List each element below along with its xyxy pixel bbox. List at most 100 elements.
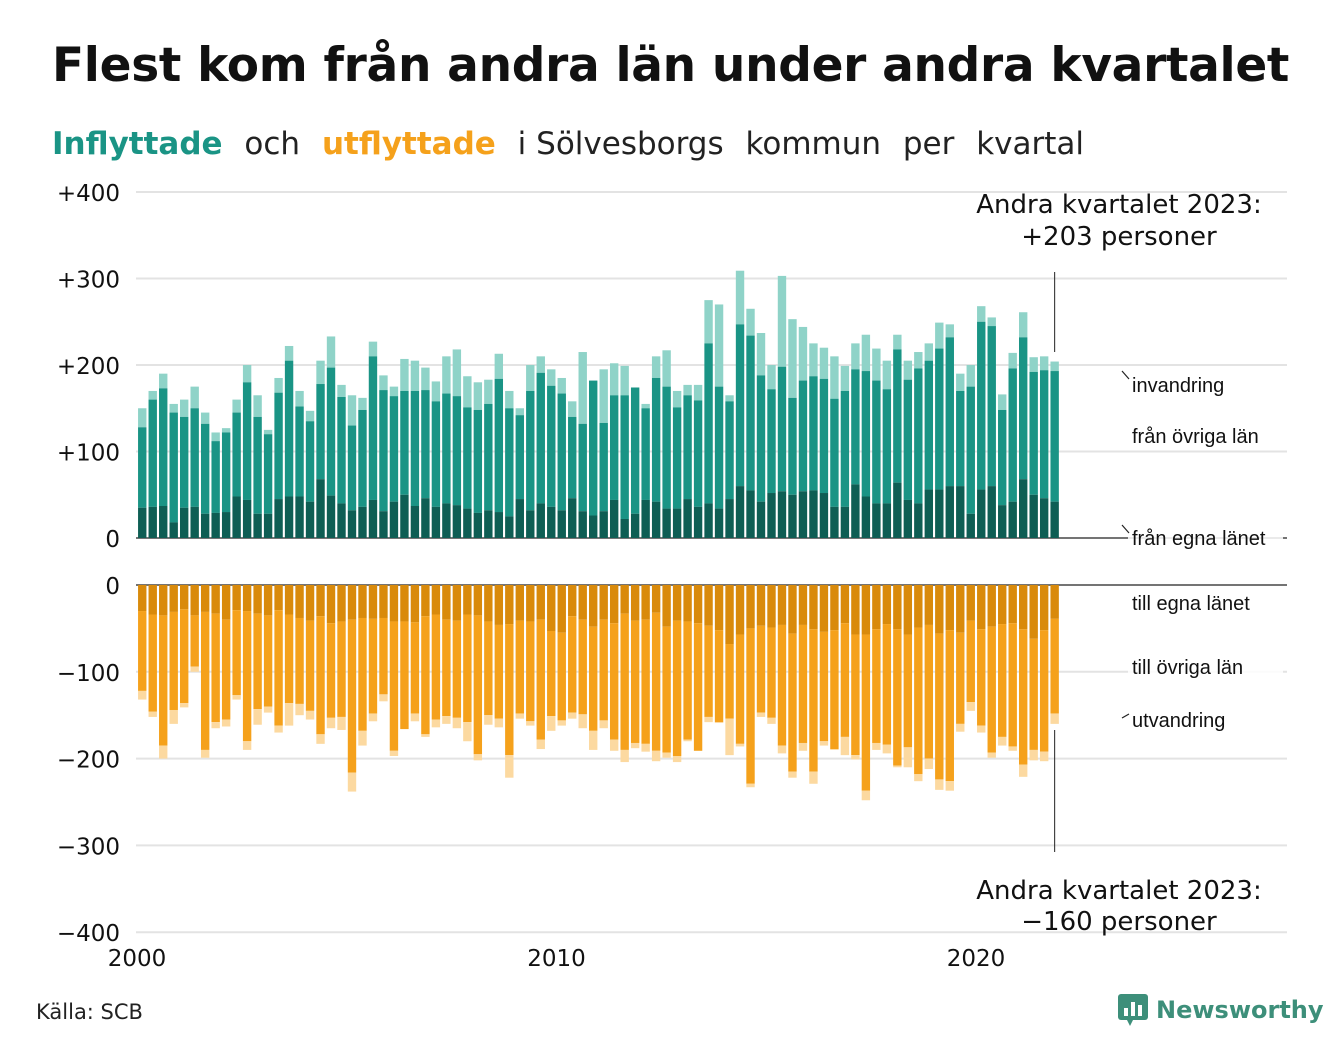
bar-out-own-county <box>914 585 923 628</box>
bar-in-other-counties <box>179 416 189 508</box>
bar-in-own-county <box>179 507 189 538</box>
bar-in-immigration <box>138 408 147 428</box>
bar-out-own-county <box>211 585 220 614</box>
subtitle-inflow-word: Inflyttade <box>52 126 223 162</box>
bar-in-other-counties <box>630 387 640 514</box>
bar-in-immigration <box>599 369 608 423</box>
bar-out-other-counties <box>1050 618 1059 714</box>
bar-out-emigration <box>599 720 608 729</box>
bar-out-own-county <box>630 585 640 621</box>
bar-out-emigration <box>882 744 892 754</box>
bar-in-other-counties <box>274 392 283 500</box>
bar-in-immigration <box>998 394 1007 410</box>
bar-in-other-counties <box>693 400 703 507</box>
bar-in-own-county <box>882 503 892 538</box>
pointer-tick <box>1121 370 1130 380</box>
bar-in-immigration <box>400 358 409 391</box>
bar-out-other-counties <box>316 616 325 735</box>
bar-out-own-county <box>232 585 241 611</box>
bar-in-own-county <box>599 511 608 538</box>
bar-out-emigration <box>630 742 640 749</box>
bar-in-immigration <box>190 386 199 409</box>
bar-in-own-county <box>945 486 954 538</box>
bar-in-own-county <box>903 499 913 538</box>
bar-out-other-counties <box>190 615 199 667</box>
bar-out-own-county <box>221 585 231 620</box>
bar-in-other-counties <box>169 412 178 523</box>
bar-out-emigration <box>914 774 923 782</box>
bar-out-other-counties <box>557 632 566 721</box>
bar-in-own-county <box>138 507 147 538</box>
bar-out-own-county <box>798 585 808 625</box>
bar-in-own-county <box>809 490 818 538</box>
bar-in-immigration <box>232 399 241 413</box>
bar-out-own-county <box>819 585 829 632</box>
bar-out-own-county <box>473 585 483 616</box>
bar-in-own-county <box>956 486 965 538</box>
bar-in-other-counties <box>893 349 902 483</box>
bar-in-other-counties <box>1018 337 1028 480</box>
bar-out-own-county <box>326 585 336 624</box>
bar-in-immigration <box>557 377 566 394</box>
bar-out-own-county <box>1018 585 1028 630</box>
bar-out-emigration <box>840 736 850 756</box>
bar-in-own-county <box>232 496 241 538</box>
bar-in-own-county <box>735 486 745 538</box>
bar-out-emigration <box>253 709 262 725</box>
bar-in-other-counties <box>672 407 682 509</box>
bar-in-other-counties <box>662 386 671 509</box>
bar-in-immigration <box>809 343 818 377</box>
bar-in-own-county <box>442 503 451 538</box>
bar-out-emigration <box>536 739 545 750</box>
bar-out-emigration <box>505 755 514 778</box>
bar-out-other-counties <box>253 613 262 710</box>
bar-in-other-counties <box>746 335 755 491</box>
bar-out-other-counties <box>945 630 954 782</box>
bar-in-immigration <box>777 275 787 367</box>
bar-out-emigration <box>547 716 556 731</box>
bar-out-emigration <box>798 742 808 751</box>
bar-out-other-counties <box>578 619 587 715</box>
bar-in-own-county <box>253 513 262 538</box>
subtitle-word: per <box>902 126 955 162</box>
bar-in-immigration <box>179 399 189 417</box>
bar-out-other-counties <box>305 620 315 711</box>
bar-out-other-counties <box>368 618 378 714</box>
bar-out-other-counties <box>221 619 231 720</box>
bar-in-other-counties <box>547 385 556 507</box>
bar-out-own-county <box>179 585 189 610</box>
y-tick-label: +100 <box>57 441 120 467</box>
bar-out-emigration <box>200 749 210 758</box>
bar-in-immigration <box>620 365 629 396</box>
bar-out-emigration <box>809 771 818 784</box>
bar-in-own-county <box>798 491 808 538</box>
bar-in-other-counties <box>211 441 220 513</box>
bar-out-other-counties <box>505 624 514 756</box>
bar-in-immigration <box>484 379 493 404</box>
bar-in-immigration <box>389 386 399 397</box>
subtitle-word: i Sölvesborgs <box>517 126 724 162</box>
bar-in-immigration <box>368 341 378 357</box>
bar-out-own-county <box>746 585 755 629</box>
source-note: Källa: SCB <box>36 1000 143 1024</box>
bar-in-immigration <box>977 306 986 322</box>
bar-in-immigration <box>746 308 755 336</box>
bar-out-emigration <box>683 739 692 742</box>
bar-out-own-county <box>295 585 304 618</box>
annotation-top-line2: +203 personer <box>1021 222 1217 252</box>
bar-out-own-county <box>861 585 871 635</box>
subtitle-word: kvartal <box>976 126 1085 162</box>
bar-in-other-counties <box>935 348 944 490</box>
bar-in-own-county <box>284 496 294 538</box>
bar-in-immigration <box>536 356 545 373</box>
bar-out-other-counties <box>242 611 252 742</box>
bar-out-emigration <box>872 742 881 750</box>
bar-out-other-counties <box>358 617 367 731</box>
bar-out-own-county <box>379 585 388 618</box>
bar-in-own-county <box>861 496 871 538</box>
bar-out-other-counties <box>337 621 346 717</box>
x-tick-label: 2020 <box>947 946 1006 972</box>
bar-out-other-counties <box>159 615 168 746</box>
bar-in-immigration <box>473 382 483 410</box>
bar-in-immigration <box>788 319 797 398</box>
